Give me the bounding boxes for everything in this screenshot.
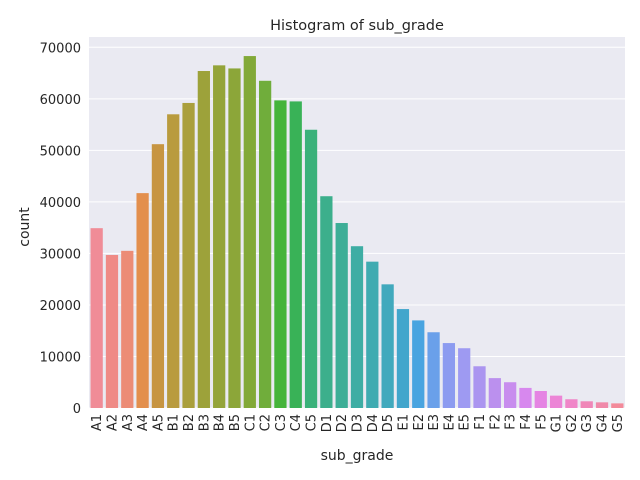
- bar-A4: [136, 193, 149, 408]
- x-tick-label: D1: [320, 414, 335, 432]
- x-tick-label: G4: [596, 414, 611, 432]
- x-tick-label: C2: [259, 414, 274, 431]
- y-tick-label: 20000: [40, 299, 81, 314]
- x-tick-label: A3: [121, 414, 136, 431]
- y-tick-label: 10000: [40, 350, 81, 365]
- bar-C1: [243, 56, 256, 408]
- bar-C5: [304, 129, 318, 408]
- x-tick-label: G1: [550, 414, 565, 432]
- y-axis-label: count: [17, 207, 33, 247]
- y-tick-label: 50000: [40, 144, 81, 159]
- x-tick-label: D5: [381, 414, 396, 432]
- x-tick-label: F4: [519, 414, 534, 430]
- x-tick-label: B5: [228, 414, 243, 431]
- x-tick-label: E4: [442, 414, 457, 431]
- bar-D4: [366, 261, 379, 408]
- x-tick-label: B4: [213, 414, 228, 431]
- x-tick-label: B1: [167, 414, 182, 431]
- x-tick-label: D3: [351, 414, 366, 432]
- bar-F2: [488, 378, 501, 408]
- y-tick-label: 60000: [40, 93, 81, 108]
- bar-D1: [320, 196, 333, 408]
- x-tick-label: F1: [473, 414, 488, 430]
- x-tick-label: C4: [289, 414, 304, 431]
- chart-title: Histogram of sub_grade: [270, 18, 444, 34]
- bar-A5: [151, 144, 165, 408]
- bar-G1: [549, 395, 563, 408]
- bar-B4: [213, 65, 226, 409]
- y-tick-label: 40000: [40, 196, 81, 211]
- x-tick-label: E5: [458, 414, 473, 431]
- bar-E4: [442, 343, 456, 408]
- bar-E5: [458, 348, 471, 408]
- x-tick-label: F2: [488, 414, 503, 430]
- bar-B5: [228, 68, 241, 408]
- bar-E3: [427, 332, 440, 408]
- bar-B1: [167, 114, 180, 409]
- y-tick-labels: 0 10000 20000 30000 40000 50000 60000 70000: [40, 41, 81, 417]
- x-tick-label: D2: [335, 414, 350, 432]
- bar-F1: [473, 366, 486, 408]
- bar-C3: [274, 100, 287, 409]
- bar-B3: [197, 71, 210, 408]
- x-tick-labels: A1 A2 A3 A4 A5 B1 B2 B3 B4 B5 C1 C2 C3 C4 C5 D1 D2 D3 D4 D5…: [90, 414, 626, 432]
- x-tick-label: D4: [366, 414, 381, 432]
- bar-F3: [504, 382, 517, 408]
- y-tick-label: 0: [73, 402, 81, 417]
- bar-C2: [258, 80, 272, 408]
- bar-A2: [105, 254, 119, 408]
- bar-D5: [381, 284, 394, 408]
- bar-G2: [565, 399, 578, 408]
- x-tick-label: C3: [274, 414, 289, 431]
- bar-F5: [534, 390, 547, 408]
- y-tick-label: 30000: [40, 247, 81, 262]
- bar-F4: [519, 387, 532, 408]
- bar-A3: [121, 250, 134, 408]
- bars-group: [90, 56, 624, 409]
- bar-D3: [350, 246, 364, 408]
- x-tick-label: B3: [197, 414, 212, 431]
- x-tick-label: C1: [243, 414, 258, 431]
- x-tick-label: B2: [182, 414, 197, 431]
- x-tick-label: G2: [565, 414, 580, 432]
- x-tick-label: A1: [90, 414, 105, 431]
- bar-C4: [289, 101, 302, 408]
- bar-E1: [396, 309, 410, 408]
- bar-G5: [611, 403, 624, 408]
- bar-G3: [580, 401, 593, 408]
- bar-B2: [182, 102, 195, 408]
- x-tick-label: A2: [105, 414, 120, 431]
- x-tick-label: G3: [580, 414, 595, 432]
- bar-G4: [595, 402, 609, 408]
- x-tick-label: E1: [396, 414, 411, 431]
- x-tick-label: F3: [504, 414, 519, 430]
- x-tick-label: E2: [412, 414, 427, 431]
- x-tick-label: A5: [151, 414, 166, 431]
- y-tick-label: 70000: [40, 41, 81, 56]
- x-tick-label: G5: [611, 414, 626, 432]
- x-axis-label: sub_grade: [321, 448, 394, 464]
- x-tick-label: A4: [136, 414, 151, 431]
- bar-A1: [90, 228, 103, 408]
- bar-E2: [412, 320, 425, 408]
- x-tick-label: E3: [427, 414, 442, 431]
- bar-D2: [335, 223, 348, 408]
- x-tick-label: F5: [534, 414, 549, 430]
- x-tick-label: C5: [305, 414, 320, 431]
